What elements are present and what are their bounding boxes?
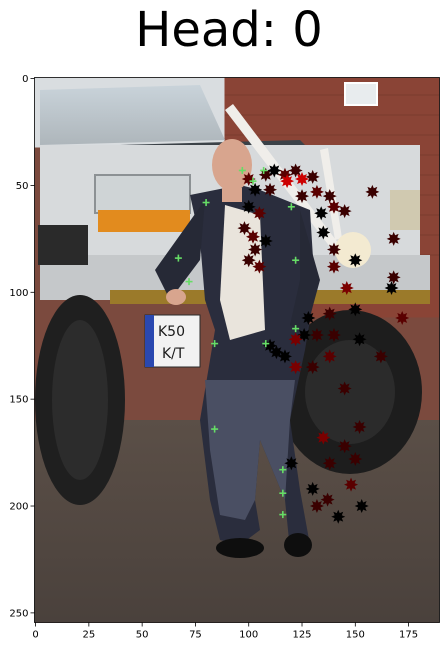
x-tick-label: 175 xyxy=(399,630,418,641)
star-marker xyxy=(241,199,256,214)
star-marker xyxy=(337,204,352,219)
star-marker xyxy=(284,456,299,471)
star-marker xyxy=(252,206,267,221)
star-marker xyxy=(305,360,320,375)
star-marker xyxy=(326,328,341,343)
star-marker xyxy=(267,163,282,178)
star-marker xyxy=(277,349,292,364)
plus-marker xyxy=(287,203,295,211)
x-tick-label: 50 xyxy=(136,630,149,641)
y-tick-label: 0 xyxy=(22,74,28,85)
star-marker xyxy=(384,281,399,296)
plus-marker xyxy=(279,466,287,474)
y-tick-label: 200 xyxy=(9,502,28,513)
star-marker xyxy=(322,349,337,364)
y-tick-label: 150 xyxy=(9,395,28,406)
x-axis: 0 25 50 75 100 125 150 175 xyxy=(32,622,418,641)
star-marker xyxy=(331,509,346,524)
star-marker xyxy=(337,381,352,396)
star-marker xyxy=(322,306,337,321)
background-photo: K50 K/T xyxy=(34,77,440,623)
chart-title: Head: 0 xyxy=(135,2,322,58)
plus-marker xyxy=(260,166,268,174)
star-marker xyxy=(316,225,331,240)
star-marker xyxy=(245,229,260,244)
star-marker xyxy=(395,310,410,325)
star-marker xyxy=(301,310,316,325)
x-tick-label: 125 xyxy=(292,630,311,641)
star-marker xyxy=(326,199,341,214)
plate-text: K50 xyxy=(158,324,185,340)
star-marker xyxy=(320,492,335,507)
plus-marker xyxy=(211,340,219,348)
star-marker xyxy=(241,253,256,268)
star-marker xyxy=(305,169,320,184)
star-marker xyxy=(348,452,363,466)
plus-marker xyxy=(279,489,287,497)
star-marker xyxy=(258,234,273,248)
plot-frame xyxy=(34,77,440,623)
star-marker xyxy=(352,332,367,347)
plus-marker xyxy=(279,511,287,519)
x-tick-label: 100 xyxy=(239,630,258,641)
star-marker xyxy=(295,189,310,204)
x-tick-label: 25 xyxy=(82,630,95,641)
star-marker xyxy=(295,172,310,187)
star-marker xyxy=(248,242,263,257)
x-tick-label: 75 xyxy=(189,630,202,641)
plus-marker xyxy=(238,166,246,174)
star-marker xyxy=(339,281,354,296)
star-marker xyxy=(322,456,337,471)
star-marker xyxy=(248,182,263,197)
star-marker xyxy=(344,477,359,492)
star-marker xyxy=(280,174,295,189)
star-marker xyxy=(337,439,352,454)
star-marker xyxy=(373,349,388,364)
star-marker xyxy=(252,259,267,274)
plus-marker xyxy=(292,325,300,333)
star-marker xyxy=(237,221,252,236)
y-tick-label: 250 xyxy=(9,608,28,619)
plate-text: K/T xyxy=(162,346,185,362)
plus-marker xyxy=(202,199,210,207)
y-tick-label: 50 xyxy=(16,181,29,192)
star-marker xyxy=(305,481,320,496)
star-marker xyxy=(386,270,401,285)
y-axis: 0 50 100 150 200 250 xyxy=(9,74,35,619)
star-marker xyxy=(314,206,329,221)
star-marker xyxy=(352,419,367,434)
plus-marker xyxy=(249,177,257,185)
star-marker xyxy=(288,360,303,375)
star-marker xyxy=(288,163,303,178)
star-marker xyxy=(309,328,324,343)
star-marker xyxy=(322,189,337,204)
markers-layer xyxy=(174,163,410,524)
star-marker xyxy=(348,253,363,268)
star-marker xyxy=(316,430,331,445)
star-marker xyxy=(386,231,401,246)
star-marker xyxy=(326,259,341,274)
star-marker xyxy=(326,242,341,257)
star-marker xyxy=(348,302,363,317)
star-marker xyxy=(263,182,278,197)
star-marker xyxy=(365,184,380,199)
star-marker xyxy=(288,332,303,347)
plus-marker xyxy=(185,278,193,286)
x-tick-label: 150 xyxy=(346,630,365,641)
y-tick-label: 100 xyxy=(9,288,28,299)
plus-marker xyxy=(262,340,270,348)
star-marker xyxy=(309,184,324,199)
plus-marker xyxy=(292,256,300,264)
plus-marker xyxy=(211,425,219,433)
star-marker xyxy=(309,499,324,514)
x-tick-label: 0 xyxy=(32,630,38,641)
star-marker xyxy=(354,499,369,514)
plus-marker xyxy=(174,254,182,262)
